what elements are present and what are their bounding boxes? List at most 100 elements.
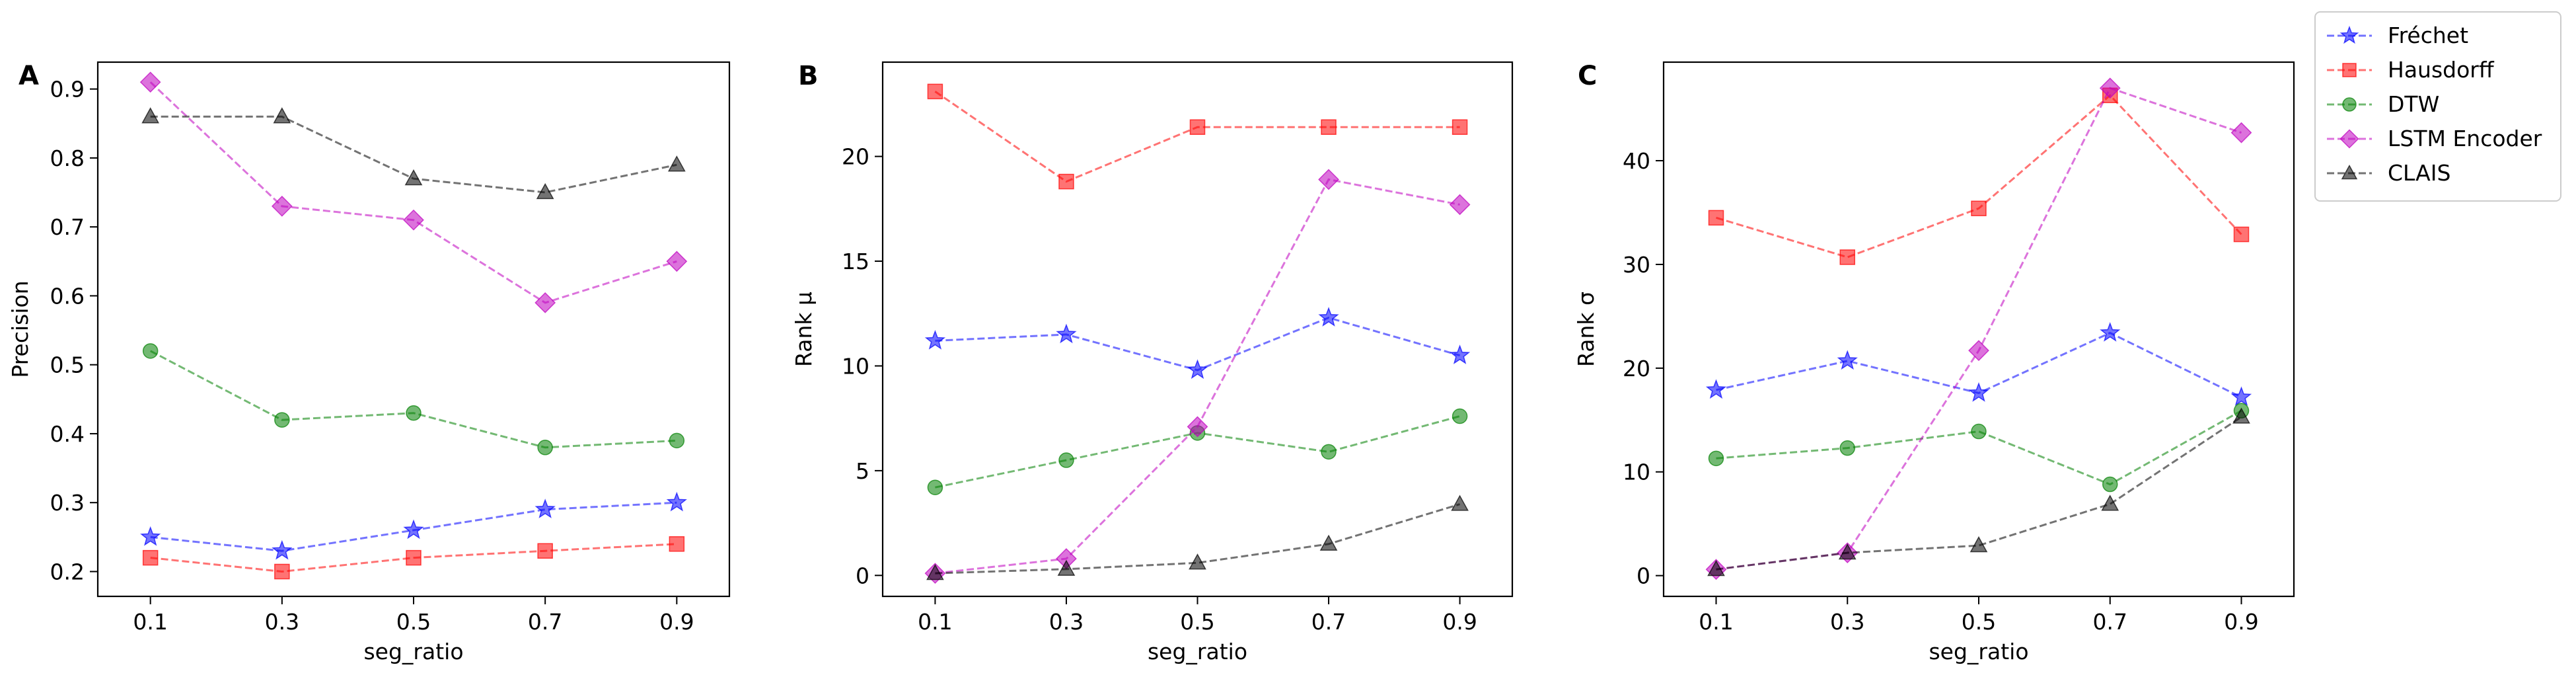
data-point <box>1319 534 1338 551</box>
data-point <box>1449 344 1471 364</box>
panel-label: C <box>1578 61 1597 91</box>
data-point <box>1318 169 1339 190</box>
data-point <box>139 71 161 93</box>
legend-item-dtw: DTW <box>2327 91 2439 117</box>
x-tick-label: 0.1 <box>1699 609 1733 635</box>
series-line <box>1716 409 2242 486</box>
legend-item-lstm-encoder: LSTM Encoder <box>2327 126 2542 151</box>
data-point <box>2230 122 2252 143</box>
legend: Fréchet Hausdorff DTW LSTM Encoder CLAIS <box>2314 11 2561 202</box>
y-tick-label: 0.8 <box>50 145 85 171</box>
series-dtw <box>1708 403 2250 493</box>
legend-box <box>2314 11 2561 202</box>
data-point <box>2102 476 2118 493</box>
data-point <box>140 526 161 546</box>
data-point <box>141 107 160 124</box>
y-tick-label: 5 <box>856 458 869 484</box>
series-line <box>1716 94 2242 259</box>
legend-item-fr-chet: Fréchet <box>2327 22 2468 48</box>
data-point <box>404 169 423 186</box>
panel-label: A <box>18 61 39 91</box>
x-tick-label: 0.7 <box>528 609 562 635</box>
data-point <box>1189 119 1206 135</box>
series-clais <box>1707 407 2250 577</box>
data-point <box>1452 119 1468 135</box>
series-dtw <box>142 343 685 456</box>
data-point <box>1705 379 1727 399</box>
data-point <box>667 155 686 172</box>
series-line <box>1716 87 2242 571</box>
data-point <box>274 412 290 428</box>
y-tick-label: 0.6 <box>50 283 85 309</box>
x-tick-label: 0.7 <box>2093 609 2127 635</box>
data-point <box>1057 559 1076 576</box>
data-point <box>272 540 293 560</box>
data-point <box>1837 350 1858 370</box>
x-tick-label: 0.5 <box>396 609 431 635</box>
x-axis-label: seg_ratio <box>1148 639 1247 664</box>
y-axis-label: Rank μ <box>791 292 817 367</box>
panel-label: B <box>798 61 819 91</box>
y-tick-label: 40 <box>1623 148 1650 174</box>
y-tick-label: 20 <box>1623 356 1650 381</box>
data-point <box>927 479 943 495</box>
data-point <box>1318 307 1339 327</box>
y-tick-label: 10 <box>842 353 869 379</box>
data-point <box>924 329 946 350</box>
chart-panel-c: C 0.1 0.3 0.5 0.7 0.9 0 10 20 30 40 seg_ratio Rank σ <box>1573 61 2295 664</box>
data-point <box>1189 553 1206 570</box>
y-tick-label: 0.5 <box>50 352 85 378</box>
data-point <box>1838 543 1857 560</box>
data-point <box>1321 444 1337 460</box>
legend-label: LSTM Encoder <box>2388 126 2542 151</box>
data-point <box>536 182 554 200</box>
legend-label: Fréchet <box>2388 22 2468 48</box>
x-tick-label: 0.5 <box>1180 609 1214 635</box>
series-line <box>149 81 677 304</box>
data-point <box>2100 322 2121 342</box>
data-point <box>271 195 293 217</box>
y-tick-label: 0.4 <box>50 421 85 447</box>
x-tick-label: 0.9 <box>2224 609 2258 635</box>
x-tick-label: 0.9 <box>659 609 694 635</box>
data-point <box>2099 77 2121 99</box>
x-tick-label: 0.1 <box>918 609 952 635</box>
series-lstm-encoder <box>924 169 1471 584</box>
x-tick-label: 0.3 <box>1830 609 1864 635</box>
y-tick-label: 15 <box>842 249 869 274</box>
x-tick-label: 0.3 <box>265 609 299 635</box>
axes-frame <box>1662 61 2295 598</box>
data-point <box>669 536 685 552</box>
data-point <box>1058 452 1074 468</box>
legend-item-clais: CLAIS <box>2327 160 2450 186</box>
y-tick-label: 0 <box>1637 563 1650 589</box>
data-point <box>1968 382 1989 402</box>
data-point <box>537 543 553 559</box>
legend-label: Hausdorff <box>2388 57 2495 83</box>
x-axis-label: seg_ratio <box>1929 639 2028 664</box>
data-point <box>2232 407 2250 424</box>
chart-panel-b: B 0.1 0.3 0.5 0.7 0.9 0 5 10 15 20 seg_ratio Rank μ <box>791 61 1514 664</box>
series-lstm-encoder <box>139 71 688 313</box>
series-fr-chet <box>924 307 1471 380</box>
legend-marker <box>2341 164 2358 180</box>
legend-item-hausdorff: Hausdorff <box>2327 57 2495 83</box>
data-point <box>1971 423 1987 440</box>
data-point <box>1969 536 1988 553</box>
data-point <box>1707 560 1725 577</box>
data-point <box>403 209 424 231</box>
data-point <box>1187 359 1208 380</box>
series-fr-chet <box>1705 322 2252 407</box>
legend-label: DTW <box>2388 91 2439 117</box>
data-point <box>927 83 943 100</box>
data-point <box>273 107 291 124</box>
y-tick-label: 0.2 <box>50 559 85 584</box>
data-point <box>1971 200 1987 216</box>
x-tick-label: 0.5 <box>1962 609 1996 635</box>
data-point <box>1321 119 1337 135</box>
series-line <box>150 350 677 449</box>
legend-marker <box>2342 97 2357 112</box>
y-tick-label: 20 <box>842 144 869 170</box>
